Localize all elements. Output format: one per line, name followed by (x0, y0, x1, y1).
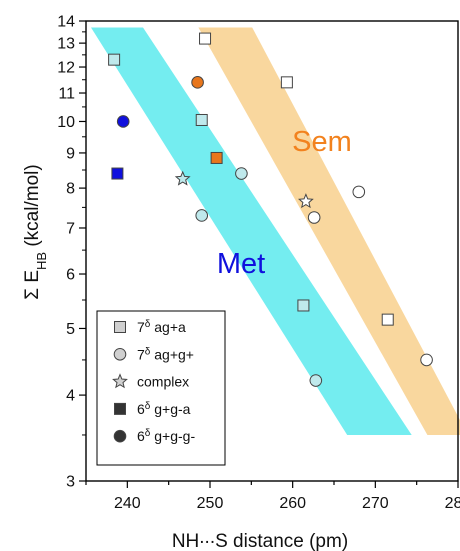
y-axis-label-subscript: HB (34, 252, 49, 270)
legend-marker-0 (114, 321, 126, 333)
y-tick-label: 6 (66, 267, 75, 284)
x-tick-label: 280 (445, 495, 460, 512)
points-layer (108, 32, 433, 387)
x-ticks-layer: 240 250 260 270 280 (85, 481, 460, 512)
legend: 7δ ag+a 7δ ag+g+ complex 6δ g+g-a 6δ g+g-g- (96, 310, 226, 466)
point-star-s2-1 (298, 193, 314, 209)
legend-superscript: δ (145, 346, 151, 357)
y-axis-label: Σ EHB (kcal/mol) (22, 164, 49, 299)
y-tick-label: 9 (66, 145, 75, 162)
point-circle-s1-0 (195, 209, 209, 222)
x-tick-label: 270 (362, 495, 389, 512)
point-star-s2-0 (174, 170, 191, 186)
point-square-s3-1 (210, 151, 223, 164)
y-tick-label: 14 (57, 14, 75, 31)
point-square-s0-0 (108, 53, 121, 66)
point-square-s0-5 (381, 313, 394, 326)
y-tick-label: 11 (58, 86, 75, 103)
point-circle-s1-3 (307, 211, 321, 224)
x-axis-label: NH∙∙∙S distance (pm) (172, 531, 348, 551)
legend-label: 6δ g+g-a (137, 400, 191, 417)
y-tick-label: 12 (57, 60, 75, 77)
plot-frame (85, 20, 459, 482)
band-met (91, 27, 412, 435)
legend-marker-2 (112, 373, 128, 389)
point-circle-s1-2 (309, 374, 323, 387)
point-square-s0-4 (297, 299, 310, 312)
legend-superscript: δ (145, 428, 151, 439)
x-tick-label: 250 (197, 495, 224, 512)
y-axis-label-units: (kcal/mol) (22, 164, 43, 252)
point-circle-s4-1 (191, 76, 204, 89)
legend-marker-3 (114, 402, 126, 415)
legend-label: complex (137, 374, 189, 390)
x-tick-label: 240 (114, 495, 141, 512)
point-circle-s4-0 (116, 115, 130, 128)
x-tick-label: 260 (279, 495, 306, 512)
point-circle-s1-1 (235, 167, 248, 180)
y-ticks-layer: 3 4 5 6 7 8 9 10 11 12 13 14 (57, 14, 86, 491)
legend-marker-1 (113, 348, 127, 361)
band-label-sem: Sem (292, 126, 352, 158)
legend-label: 7δ ag+g+ (137, 346, 194, 363)
point-square-s0-2 (195, 113, 208, 126)
point-square-s0-1 (199, 32, 212, 45)
band-sem (198, 27, 460, 435)
point-square-s3-0 (111, 167, 124, 180)
legend-label: 6δ g+g-g- (137, 428, 195, 445)
legend-superscript: δ (145, 400, 151, 411)
y-tick-label: 3 (66, 474, 75, 491)
legend-label-tail: g+g-g- (150, 428, 195, 444)
y-tick-label: 7 (66, 220, 75, 237)
y-tick-label: 4 (66, 388, 75, 405)
band-labels-layer: Met Sem (217, 126, 352, 280)
point-circle-s1-5 (420, 353, 433, 367)
y-tick-label: 5 (66, 321, 75, 338)
y-tick-label: 8 (66, 181, 75, 198)
legend-label: 7δ ag+a (137, 319, 186, 336)
y-tick-label: 10 (57, 114, 75, 131)
legend-label-tail: g+g-a (150, 401, 190, 417)
legend-marker-4 (113, 429, 127, 443)
bands-layer (91, 27, 460, 435)
legend-label-tail: ag+g+ (150, 346, 194, 362)
point-circle-s1-4 (352, 185, 366, 199)
legend-label-tail: ag+a (150, 319, 186, 335)
point-square-s0-3 (280, 76, 293, 89)
legend-superscript: δ (145, 319, 151, 330)
band-label-met: Met (217, 248, 265, 280)
y-tick-label: 13 (57, 36, 75, 53)
